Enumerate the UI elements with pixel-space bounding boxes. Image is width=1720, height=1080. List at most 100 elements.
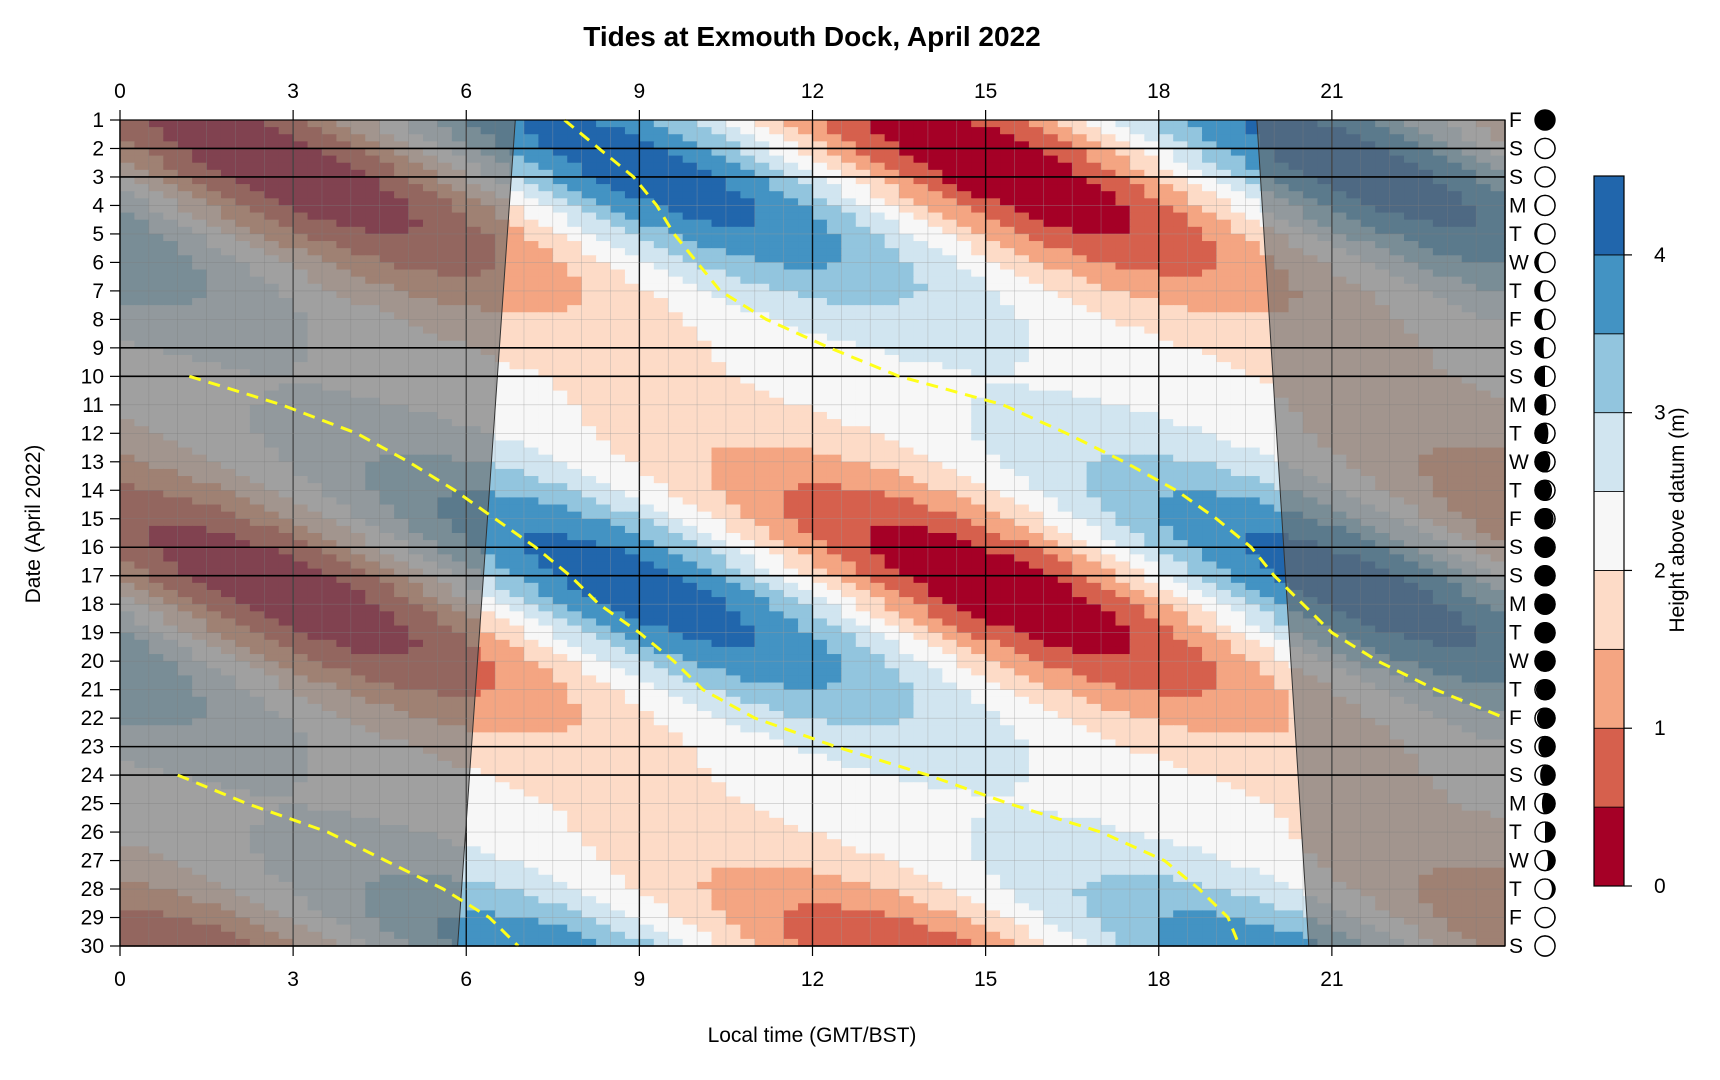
- heatmap-cell: [1014, 340, 1030, 349]
- heatmap-cell: [798, 219, 814, 228]
- heatmap-cell: [769, 312, 785, 320]
- heatmap-cell: [639, 333, 655, 342]
- heatmap-cell: [1158, 162, 1174, 171]
- heatmap-cell: [1072, 298, 1088, 306]
- heatmap-cell: [884, 233, 900, 242]
- heatmap-cell: [740, 347, 756, 356]
- heatmap-cell: [841, 226, 857, 235]
- heatmap-cell: [841, 447, 857, 456]
- heatmap-cell: [711, 454, 727, 463]
- heatmap-cell: [1202, 383, 1218, 392]
- heatmap-cell: [668, 426, 684, 434]
- heatmap-cell: [1057, 155, 1073, 164]
- heatmap-cell: [725, 298, 741, 306]
- heatmap-cell: [956, 162, 972, 171]
- heatmap-cell: [1202, 476, 1218, 484]
- heatmap-cell: [1173, 269, 1189, 278]
- heatmap-cell: [523, 255, 539, 264]
- heatmap-cell: [668, 305, 684, 313]
- heatmap-cell: [653, 141, 669, 150]
- heatmap-cell: [1014, 404, 1030, 413]
- heatmap-cell: [899, 397, 915, 406]
- heatmap-cell: [1129, 447, 1145, 456]
- heatmap-cell: [884, 155, 900, 164]
- heatmap-cell: [1057, 134, 1073, 142]
- heatmap-cell: [956, 283, 972, 292]
- heatmap-cell: [1230, 461, 1246, 470]
- heatmap-cell: [754, 319, 770, 328]
- heatmap-cell: [1144, 184, 1160, 192]
- heatmap-cell: [942, 141, 958, 150]
- heatmap-cell: [1129, 290, 1145, 299]
- heatmap-cell: [841, 255, 857, 264]
- heatmap-cell: [523, 162, 539, 171]
- heatmap-cell: [855, 205, 871, 214]
- heatmap-cell: [1086, 191, 1102, 199]
- heatmap-cell: [1216, 362, 1232, 370]
- heatmap-cell: [653, 276, 669, 285]
- heatmap-cell: [711, 290, 727, 299]
- heatmap-cell: [639, 433, 655, 442]
- heatmap-cell: [610, 226, 626, 235]
- heatmap-cell: [841, 248, 857, 256]
- heatmap-cell: [1129, 191, 1145, 199]
- heatmap-cell: [1101, 312, 1117, 320]
- heatmap-cell: [826, 326, 842, 335]
- heatmap-cell: [697, 326, 713, 335]
- heatmap-cell: [1043, 468, 1059, 477]
- heatmap-cell: [1187, 276, 1203, 285]
- heatmap-cell: [798, 162, 814, 171]
- heatmap-cell: [1000, 426, 1016, 434]
- heatmap-cell: [1129, 362, 1145, 370]
- heatmap-cell: [971, 191, 987, 199]
- heatmap-cell: [1057, 326, 1073, 335]
- heatmap-cell: [1000, 362, 1016, 370]
- heatmap-cell: [1230, 269, 1246, 278]
- heatmap-cell: [538, 290, 554, 299]
- heatmap-cell: [769, 461, 785, 470]
- heatmap-cell: [538, 404, 554, 413]
- heatmap-cell: [596, 262, 612, 271]
- heatmap-cell: [942, 397, 958, 406]
- heatmap-cell: [1230, 404, 1246, 413]
- heatmap-cell: [509, 184, 525, 192]
- heatmap-cell: [927, 290, 943, 299]
- heatmap-cell: [1173, 191, 1189, 199]
- heatmap-cell: [1245, 212, 1261, 221]
- heatmap-cell: [1014, 226, 1030, 235]
- heatmap-cell: [1216, 312, 1232, 320]
- heatmap-cell: [1057, 212, 1073, 221]
- heatmap-cell: [697, 447, 713, 456]
- heatmap-cell: [1057, 454, 1073, 463]
- heatmap-cell: [1158, 298, 1174, 306]
- heatmap-cell: [1129, 255, 1145, 264]
- heatmap-cell: [798, 127, 814, 135]
- heatmap-cell: [855, 333, 871, 342]
- heatmap-cell: [509, 298, 525, 306]
- heatmap-cell: [1057, 440, 1073, 449]
- heatmap-cell: [798, 120, 814, 128]
- heatmap-cell: [870, 248, 886, 256]
- heatmap-cell: [1014, 269, 1030, 278]
- heatmap-cell: [899, 276, 915, 285]
- heatmap-cell: [1000, 184, 1016, 192]
- heatmap-cell: [610, 319, 626, 328]
- heatmap-cell: [884, 476, 900, 484]
- heatmap-cell: [899, 404, 915, 413]
- heatmap-cell: [927, 169, 943, 178]
- heatmap-cell: [552, 340, 568, 349]
- heatmap-cell: [798, 440, 814, 449]
- heatmap-cell: [798, 447, 814, 456]
- heatmap-cell: [495, 312, 511, 320]
- heatmap-cell: [1129, 426, 1145, 434]
- heatmap-cell: [552, 241, 568, 249]
- heatmap-cell: [740, 362, 756, 370]
- heatmap-cell: [870, 255, 886, 264]
- heatmap-cell: [956, 461, 972, 470]
- heatmap-cell: [956, 155, 972, 164]
- heatmap-cell: [927, 440, 943, 449]
- heatmap-cell: [1057, 298, 1073, 306]
- heatmap-cell: [1230, 411, 1246, 420]
- heatmap-cell: [1115, 447, 1131, 456]
- heatmap-cell: [1216, 326, 1232, 335]
